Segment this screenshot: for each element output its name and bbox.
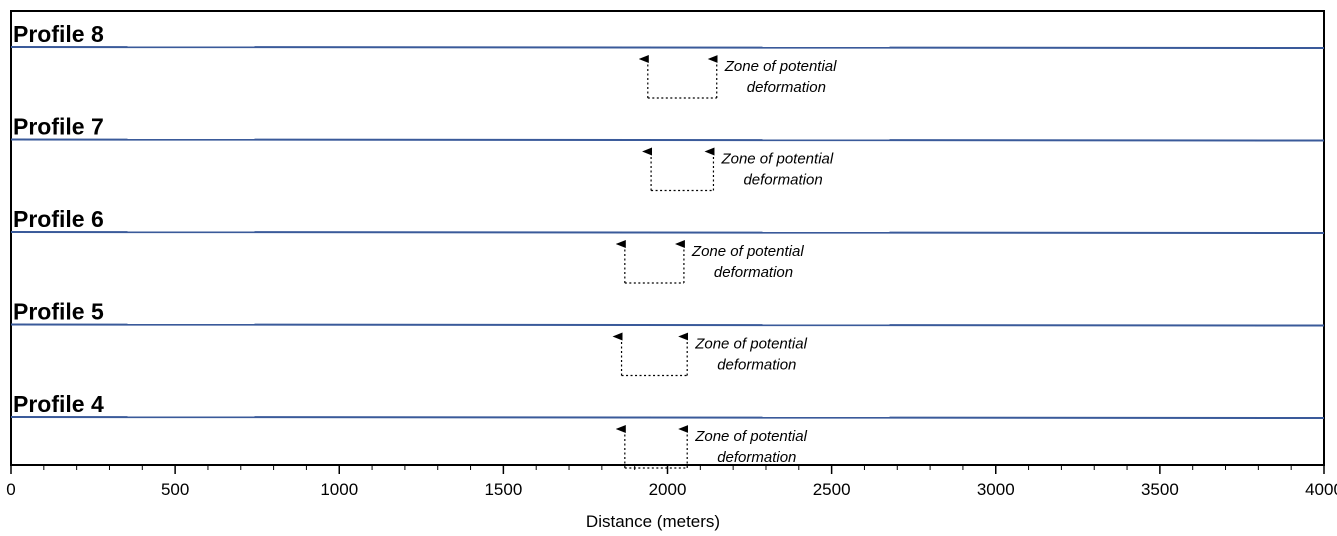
x-axis-title: Distance (meters) [586,512,720,531]
zone-label-line1: Zone of potential [694,428,807,445]
profile-group: Profile 8 Zone of potential deformation [10,21,1325,99]
profile-line [10,46,1325,49]
profile-group: Profile 5 Zone of potential deformation [10,299,1325,377]
x-tick-label: 3000 [977,480,1015,499]
zone-label-line2: deformation [747,79,826,96]
profile-line [10,138,1325,142]
profile-line [10,323,1325,327]
x-tick-label: 1500 [484,480,522,499]
zone-label-line1: Zone of potential [694,336,807,353]
profile-group: Profile 7 Zone of potential deformation [10,114,1325,192]
profile-label: Profile 8 [13,21,104,47]
zone-label-line2: deformation [743,172,822,189]
zone-label-line1: Zone of potential [724,58,837,75]
x-tick-label: 4000 [1305,480,1337,499]
zone-label-line2: deformation [717,357,796,374]
zone-label-line2: deformation [717,449,796,466]
profile-line [10,416,1325,419]
x-axis: 0 500 1000 1500 2000 2500 3000 3500 4000 [6,465,1337,499]
plot-frame [10,10,1325,466]
profile-line [10,231,1325,234]
x-tick-label: 0 [6,480,15,499]
zone-label-line1: Zone of potential [691,243,804,260]
profile-group: Profile 4 Zone of potential deformation [10,391,1325,469]
zone-label-line1: Zone of potential [720,151,833,168]
profile-label: Profile 5 [13,299,104,325]
profile-group: Profile 6 Zone of potential deformation [10,206,1325,284]
profile-label: Profile 6 [13,206,104,232]
profile-label: Profile 7 [13,114,104,140]
x-tick-label: 2500 [813,480,851,499]
x-tick-label: 2000 [649,480,687,499]
zone-label-line2: deformation [714,264,793,281]
x-tick-label: 3500 [1141,480,1179,499]
profile-label: Profile 4 [13,391,104,417]
x-tick-label: 500 [161,480,189,499]
x-tick-label: 1000 [320,480,358,499]
